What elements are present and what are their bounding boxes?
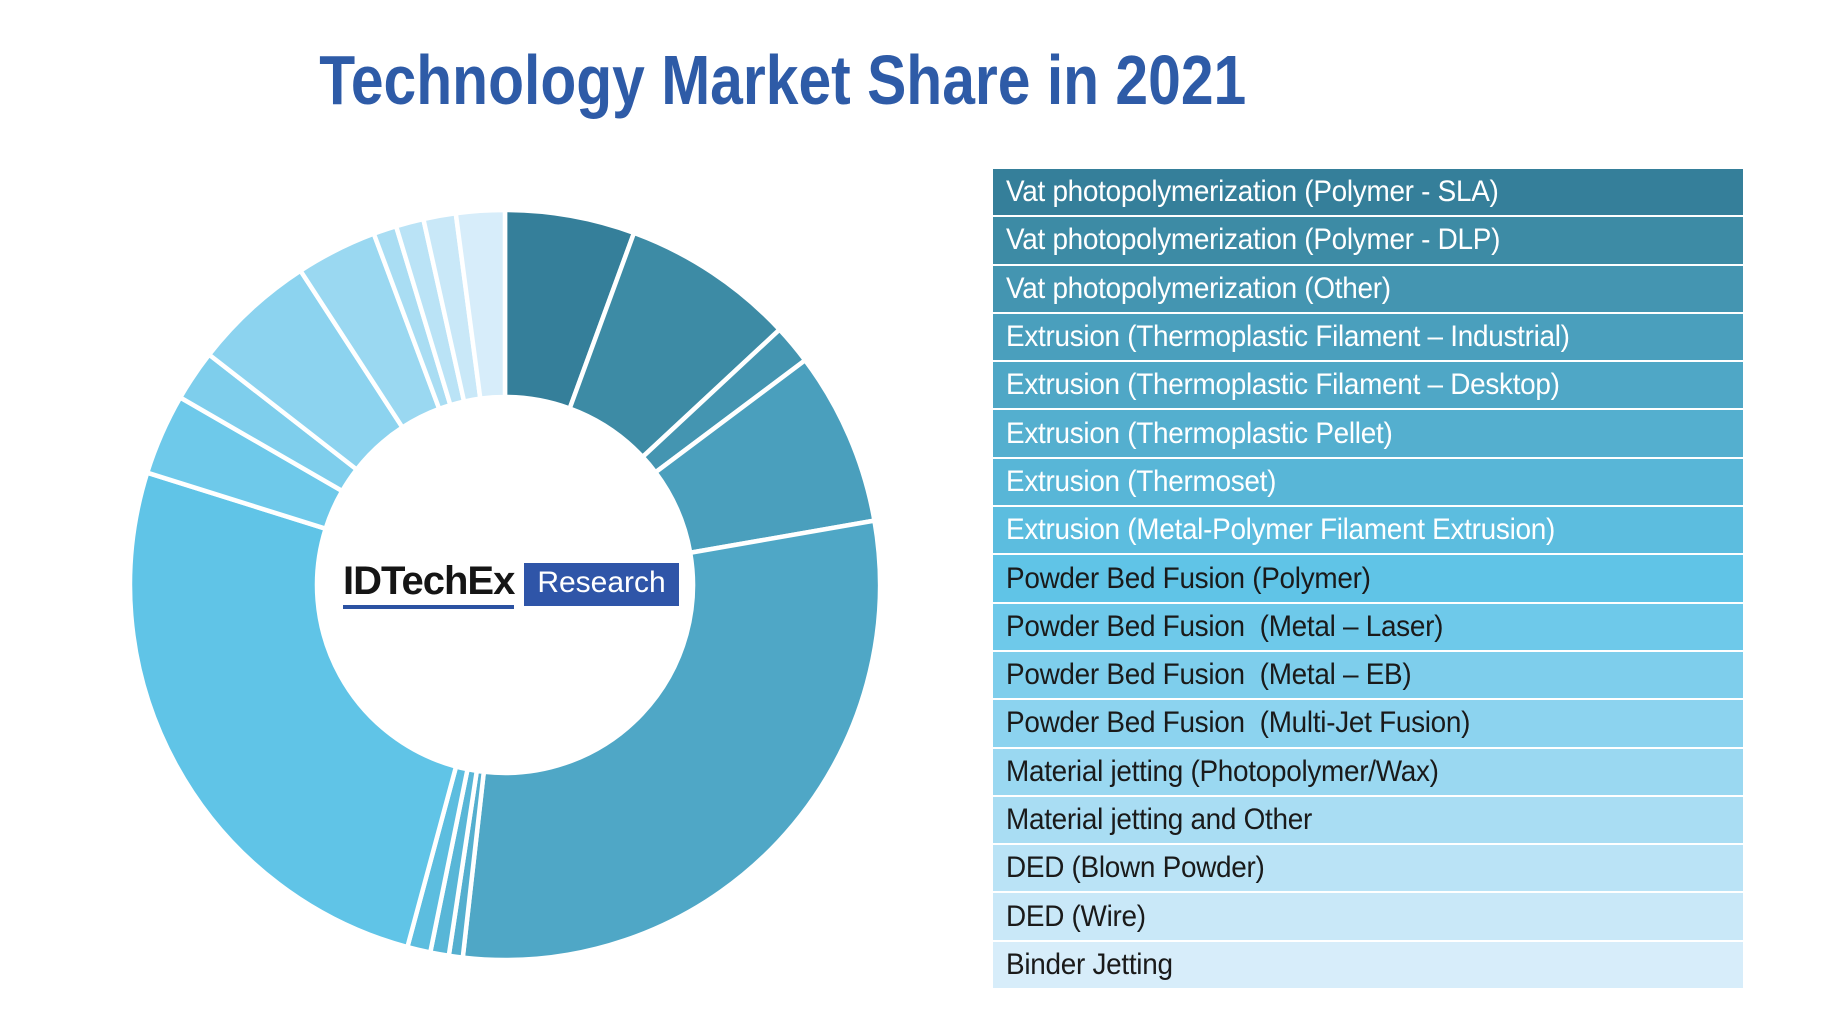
legend-item: Vat photopolymerization (Polymer - SLA) bbox=[993, 169, 1743, 216]
pie-segment bbox=[453, 207, 508, 401]
legend-item-label: Binder Jetting bbox=[1006, 947, 1173, 981]
chart-title: Technology Market Share in 2021 bbox=[0, 42, 1566, 119]
legend-item-label: Extrusion (Thermoplastic Filament – Desk… bbox=[1006, 368, 1560, 402]
legend-item: Extrusion (Thermoplastic Pellet) bbox=[993, 410, 1743, 457]
chart-legend: Vat photopolymerization (Polymer - SLA) V… bbox=[993, 169, 1743, 989]
legend-item-label: Extrusion (Thermoplastic Filament – Indu… bbox=[1006, 320, 1570, 354]
logo-research-badge: Research bbox=[524, 563, 679, 606]
legend-item: Powder Bed Fusion (Metal – Laser) bbox=[993, 603, 1743, 650]
center-logo: IDTechEx Research bbox=[343, 560, 679, 609]
pie-segment bbox=[127, 470, 459, 950]
legend-item-label: DED (Wire) bbox=[1006, 899, 1146, 933]
legend-item: Vat photopolymerization (Other) bbox=[993, 265, 1743, 312]
legend-item: Extrusion (Thermoplastic Filament – Indu… bbox=[993, 313, 1743, 361]
legend-item: Binder Jetting bbox=[993, 941, 1743, 989]
legend-item: DED (Wire) bbox=[993, 893, 1743, 940]
legend-item: Material jetting (Photopolymer/Wax) bbox=[993, 748, 1743, 795]
legend-item-label: Extrusion (Metal-Polymer Filament Extrus… bbox=[1006, 513, 1555, 547]
legend-item: DED (Blown Powder) bbox=[993, 845, 1743, 892]
legend-item-label: Extrusion (Thermoplastic Pellet) bbox=[1006, 416, 1393, 450]
logo-brand-text: IDTechEx bbox=[343, 560, 515, 609]
legend-item-label: DED (Blown Powder) bbox=[1006, 851, 1265, 885]
legend-item-label: Vat photopolymerization (Polymer - DLP) bbox=[1006, 223, 1501, 257]
legend-item-label: Extrusion (Thermoset) bbox=[1006, 464, 1277, 498]
chart-title-text: Technology Market Share in 2021 bbox=[319, 41, 1247, 119]
legend-item: Powder Bed Fusion (Metal – EB) bbox=[993, 651, 1743, 699]
legend-item-label: Powder Bed Fusion (Metal – Laser) bbox=[1006, 609, 1444, 643]
legend-item-label: Material jetting and Other bbox=[1006, 803, 1313, 836]
legend-item-label: Vat photopolymerization (Other) bbox=[1006, 271, 1391, 305]
legend-item: Powder Bed Fusion (Multi-Jet Fusion) bbox=[993, 700, 1743, 747]
pie-segment bbox=[460, 518, 883, 963]
legend-item-label: Material jetting (Photopolymer/Wax) bbox=[1006, 754, 1439, 788]
legend-item-label: Powder Bed Fusion (Metal – EB) bbox=[1006, 658, 1412, 692]
legend-item: Powder Bed Fusion (Polymer) bbox=[993, 555, 1743, 602]
legend-item: Material jetting and Other bbox=[993, 796, 1743, 844]
legend-item: Extrusion (Thermoset) bbox=[993, 458, 1743, 506]
legend-item: Extrusion (Metal-Polymer Filament Extrus… bbox=[993, 507, 1743, 554]
legend-item: Vat photopolymerization (Polymer - DLP) bbox=[993, 217, 1743, 264]
legend-item: Extrusion (Thermoplastic Filament – Desk… bbox=[993, 362, 1743, 409]
legend-item-label: Powder Bed Fusion (Polymer) bbox=[1006, 561, 1371, 595]
legend-item-label: Vat photopolymerization (Polymer - SLA) bbox=[1006, 175, 1499, 209]
legend-item-label: Powder Bed Fusion (Multi-Jet Fusion) bbox=[1006, 706, 1471, 740]
